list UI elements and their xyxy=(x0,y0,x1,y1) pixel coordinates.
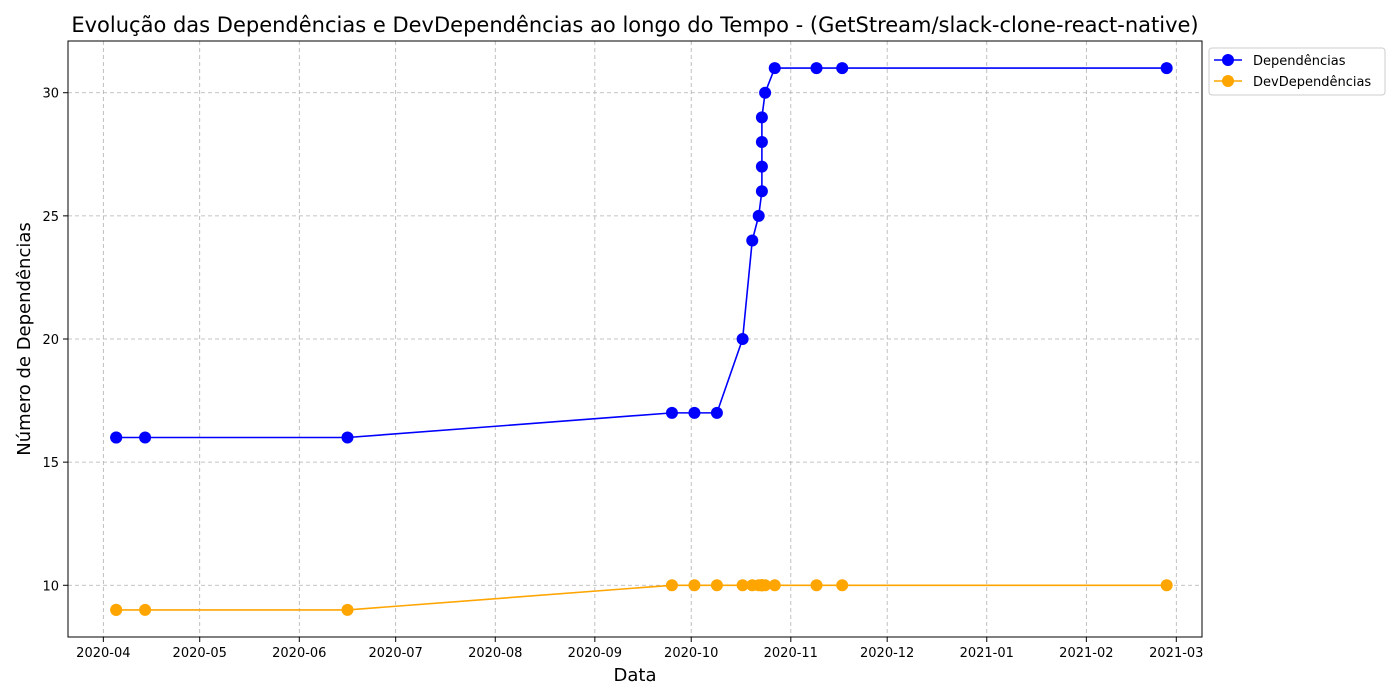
x-tick-label: 2020-07 xyxy=(369,646,423,661)
data-point xyxy=(752,209,765,222)
data-point xyxy=(110,431,123,444)
data-point xyxy=(755,111,768,124)
series-line xyxy=(116,67,1167,439)
data-point xyxy=(768,579,781,592)
legend-label: DevDependências xyxy=(1253,75,1371,90)
data-point xyxy=(736,579,749,592)
data-point xyxy=(746,234,759,247)
series-2 xyxy=(110,579,1173,616)
data-point xyxy=(755,160,768,173)
data-point xyxy=(736,333,749,345)
y-axis: 10 15 20 25 30 xyxy=(42,87,68,594)
legend-marker xyxy=(1222,75,1234,87)
x-tick-label: 2020-05 xyxy=(173,646,227,661)
legend-box xyxy=(1208,47,1386,96)
data-point xyxy=(341,603,354,616)
legend: Dependências DevDependências xyxy=(1208,47,1386,96)
data-point xyxy=(710,579,723,592)
series-1 xyxy=(110,62,1173,444)
y-tick-label: 30 xyxy=(42,87,59,102)
data-point xyxy=(139,431,152,444)
y-tick-label: 15 xyxy=(42,456,59,471)
x-axis: 2020-04 2020-05 2020-06 2020-07 2020-08 2020-… xyxy=(76,637,1203,661)
legend-label: Dependências xyxy=(1253,54,1346,69)
data-point xyxy=(688,579,701,592)
data-point xyxy=(810,62,823,75)
y-axis-label: Número de Dependências xyxy=(14,222,35,456)
series-line xyxy=(116,584,1167,611)
x-tick-label: 2021-01 xyxy=(960,646,1014,661)
data-point xyxy=(139,603,152,616)
chart-title: Evolução das Dependências e DevDependênc… xyxy=(71,13,1198,37)
y-tick-label: 20 xyxy=(42,333,59,348)
data-point xyxy=(1160,579,1173,592)
data-point xyxy=(836,579,849,592)
x-tick-label: 2020-04 xyxy=(76,646,130,661)
data-point xyxy=(110,603,123,616)
y-tick-label: 10 xyxy=(42,579,59,594)
grid xyxy=(68,41,1202,637)
series-layer xyxy=(110,62,1173,616)
data-point xyxy=(759,579,772,592)
x-tick-label: 2020-12 xyxy=(860,646,914,661)
x-tick-label: 2021-02 xyxy=(1059,646,1113,661)
data-point xyxy=(768,62,781,75)
data-point xyxy=(836,62,849,75)
data-point xyxy=(710,406,723,419)
data-point xyxy=(665,406,678,419)
x-tick-label: 2020-06 xyxy=(272,646,326,661)
data-point xyxy=(759,86,772,99)
y-tick-label: 25 xyxy=(42,210,59,225)
x-tick-label: 2020-09 xyxy=(568,646,622,661)
data-point xyxy=(755,185,768,198)
x-axis-label: Data xyxy=(614,665,657,686)
data-point xyxy=(755,135,768,148)
data-point xyxy=(688,406,701,419)
x-tick-label: 2021-03 xyxy=(1149,646,1203,661)
data-point xyxy=(1160,62,1173,75)
legend-marker xyxy=(1222,54,1234,66)
data-point xyxy=(341,431,354,444)
data-point xyxy=(810,579,823,592)
x-tick-label: 2020-08 xyxy=(468,646,522,661)
data-point xyxy=(665,579,678,592)
x-tick-label: 2020-10 xyxy=(664,646,718,661)
x-tick-label: 2020-11 xyxy=(764,646,818,661)
